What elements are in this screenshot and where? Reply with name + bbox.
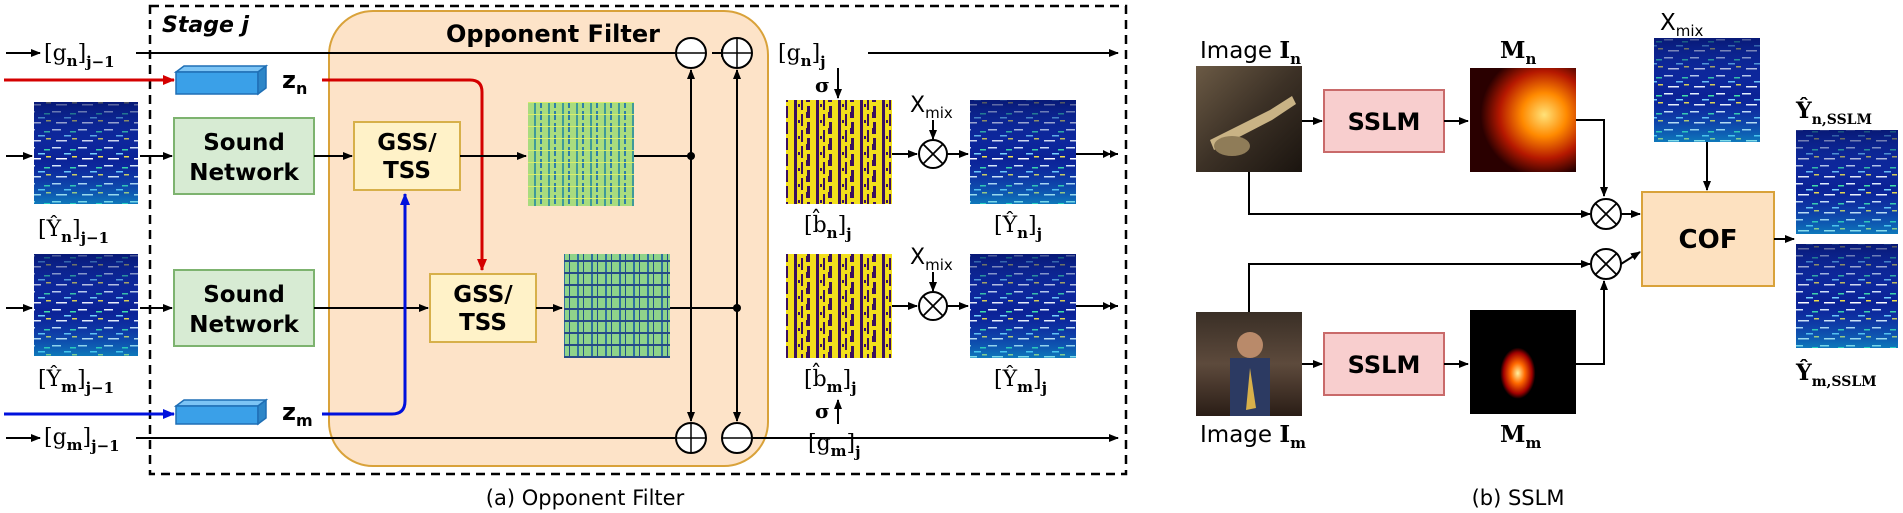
stage-label: Stage j: [162, 13, 250, 38]
y-m-in-label: [Ŷm]j−1: [38, 365, 114, 397]
y-m-sslm-label: Ŷm,SSLM: [1795, 359, 1877, 390]
svg-text:COF: COF: [1679, 225, 1738, 255]
image-n-label: Image In: [1200, 37, 1301, 68]
image-m-label: Image Im: [1200, 421, 1306, 452]
svg-text:GSS/: GSS/: [377, 130, 437, 156]
y-m-input-spectrogram: [34, 254, 138, 356]
z-n-label: zn: [282, 66, 307, 98]
y-m-output-spectrogram: [970, 254, 1076, 358]
sound-network-n: [173, 117, 315, 195]
b-m-label: [b̂m]j: [804, 363, 857, 397]
z-m-label: zm: [282, 398, 313, 430]
z-n-block-top: [173, 65, 269, 73]
image-n-photo: [1196, 66, 1302, 172]
gss-tss-m: [429, 273, 537, 343]
y-m-out-label: [Ŷm]j: [994, 365, 1047, 397]
image-m-skip: [1248, 260, 1591, 312]
mask-b-m: [786, 254, 892, 358]
y-n-sslm-label: Ŷn,SSLM: [1795, 97, 1872, 128]
svg-text:Sound: Sound: [203, 282, 285, 308]
sigma-top: σ: [815, 73, 830, 97]
m-n-label: Mn: [1500, 37, 1536, 68]
y-n-in-label: [Ŷn]j−1: [38, 215, 109, 247]
y-m-sslm-spectrogram: [1796, 244, 1898, 348]
m-m-label: Mm: [1500, 421, 1541, 452]
z-n-block: [175, 71, 259, 95]
x-mix-label-n: Xmix: [910, 93, 953, 122]
stage-j-box: [148, 4, 1128, 476]
svg-text:Network: Network: [189, 312, 299, 338]
sslm-block-m: [1323, 332, 1445, 396]
z-m-block: [175, 405, 259, 425]
mask-b-n: [786, 100, 892, 204]
svg-text:SSLM: SSLM: [1348, 108, 1421, 136]
b-n-label: [b̂n]j: [804, 209, 852, 243]
opponent-filter-title: Opponent Filter: [446, 20, 660, 48]
svg-text:GSS/: GSS/: [453, 282, 513, 308]
svg-text:Sound: Sound: [203, 130, 285, 156]
part-a-opponent-filter: Stage j Opponent Filter [gn]j−1 [gn]j zn: [4, 4, 1128, 510]
y-n-sslm-spectrogram: [1796, 130, 1898, 234]
x-mix-label-m: Xmix: [910, 245, 953, 274]
gss-output-n: [528, 102, 634, 206]
svg-text:SSLM: SSLM: [1348, 351, 1421, 379]
cof-block: [1641, 191, 1775, 287]
sigma-bottom: σ: [815, 399, 830, 423]
blue-path-z-m: [322, 193, 410, 416]
g-m-in-label: [gm]j−1: [44, 425, 120, 455]
g-m-out-label: [gm]j: [808, 431, 861, 461]
caption-a: (a) Opponent Filter: [486, 486, 685, 510]
y-n-out-label: [Ŷn]j: [994, 211, 1042, 243]
svg-text:TSS: TSS: [459, 310, 507, 336]
x-mix-label-b: Xmix: [1660, 10, 1704, 40]
image-m-photo: [1196, 312, 1302, 416]
y-n-output-spectrogram: [970, 100, 1076, 204]
svg-text:Network: Network: [189, 160, 299, 186]
x-mix-spectrogram: [1654, 38, 1760, 142]
image-n-skip: [1248, 172, 1591, 218]
g-n-in-label: [gn]j−1: [44, 41, 115, 71]
caption-b: (b) SSLM: [1472, 486, 1565, 510]
gss-output-m: [564, 254, 670, 358]
map-m-n: [1470, 68, 1576, 172]
g-n-out-label: [gn]j: [778, 41, 826, 71]
part-b-sslm: Image In SSLM Mn Image Im S: [1196, 10, 1898, 510]
svg-text:TSS: TSS: [383, 158, 431, 184]
gss-tss-n: [353, 121, 461, 191]
y-n-input-spectrogram: [34, 102, 138, 204]
sslm-block-n: [1323, 89, 1445, 153]
red-path-z-n: [322, 78, 487, 271]
